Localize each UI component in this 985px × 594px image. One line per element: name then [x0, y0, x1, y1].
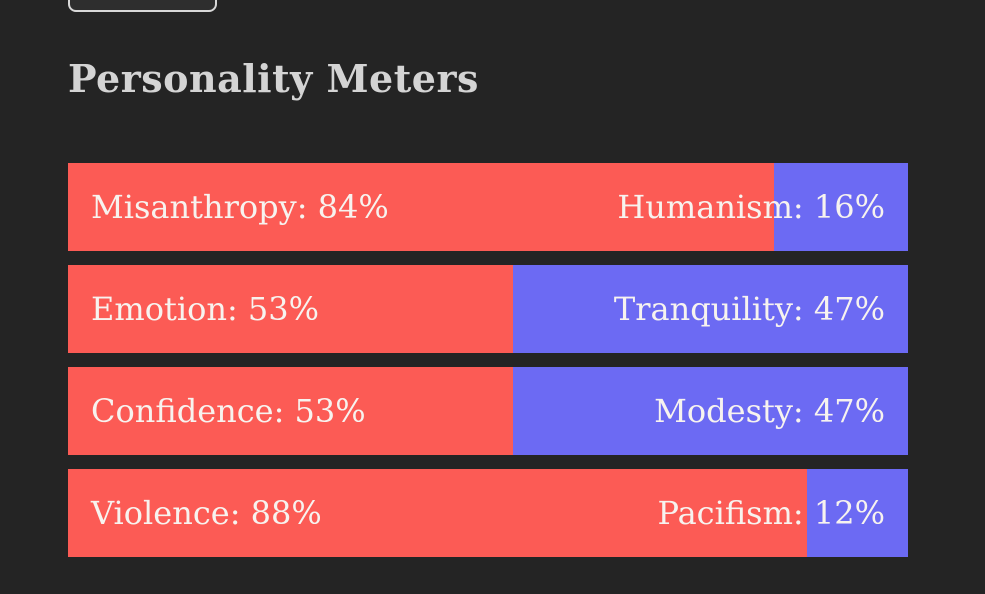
- meter-emotion-tranquility: Emotion: 53% Tranquility: 47%: [68, 265, 908, 353]
- partial-top-button[interactable]: [68, 0, 217, 12]
- meter-right-label: Humanism: 16%: [617, 188, 885, 226]
- meter-violence-pacifism: Violence: 88% Pacifism: 12%: [68, 469, 908, 557]
- meter-misanthropy-humanism: Misanthropy: 84% Humanism: 16%: [68, 163, 908, 251]
- meter-left-label: Misanthropy: 84%: [91, 188, 389, 226]
- meter-confidence-modesty: Confidence: 53% Modesty: 47%: [68, 367, 908, 455]
- meter-left-label: Confidence: 53%: [91, 392, 366, 430]
- personality-meters-list: Misanthropy: 84% Humanism: 16% Emotion: …: [68, 163, 908, 571]
- meter-red-fill: [68, 265, 514, 353]
- meter-red-fill: [68, 367, 514, 455]
- meter-right-label: Tranquility: 47%: [613, 290, 885, 328]
- meter-right-label: Modesty: 47%: [654, 392, 885, 430]
- page-title: Personality Meters: [68, 56, 479, 101]
- meter-red-fill: [68, 163, 774, 251]
- meter-left-label: Emotion: 53%: [91, 290, 320, 328]
- meter-right-label: Pacifism: 12%: [657, 494, 885, 532]
- meter-red-fill: [68, 469, 808, 557]
- meter-left-label: Violence: 88%: [91, 494, 322, 532]
